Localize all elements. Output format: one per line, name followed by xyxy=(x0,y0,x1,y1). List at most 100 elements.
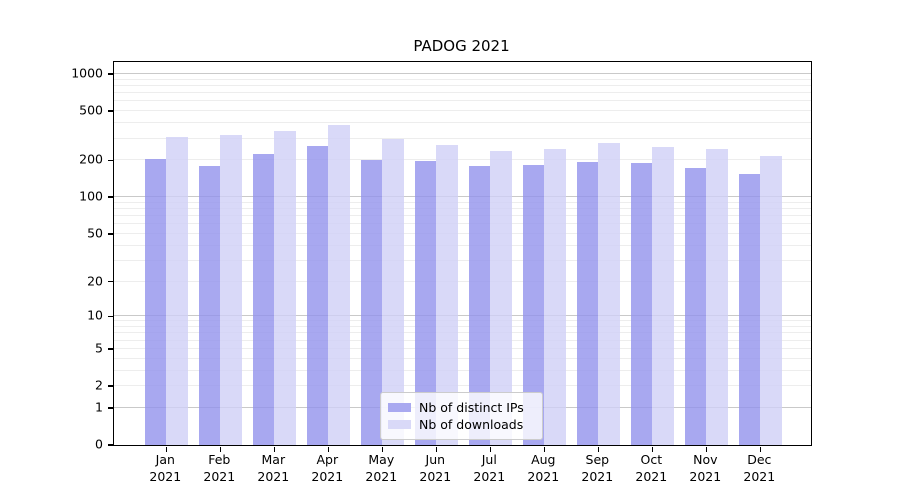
x-tick-mar xyxy=(273,446,276,452)
bar-ips-nov xyxy=(684,168,707,445)
y-axis-label-50: 50 xyxy=(87,225,103,241)
gridlines-layer xyxy=(114,62,811,445)
x-axis-label-aug: Aug 2021 xyxy=(527,452,560,484)
bar-downloads-jun xyxy=(436,145,458,445)
gridline-600 xyxy=(114,100,811,102)
gridline-700 xyxy=(114,92,811,94)
bar-downloads-apr xyxy=(328,124,350,445)
bar-downloads-jul xyxy=(490,150,512,445)
bars-layer xyxy=(114,62,811,445)
y-tick-1 xyxy=(107,407,113,409)
y-tick-500 xyxy=(107,110,113,112)
y-axis-label-1: 1 xyxy=(95,399,103,415)
gridline-400 xyxy=(114,122,811,124)
y-tick-0 xyxy=(107,444,113,446)
x-axis-label-apr: Apr 2021 xyxy=(311,452,344,484)
x-tick-jul xyxy=(489,446,492,452)
y-axis-label-0: 0 xyxy=(95,436,103,452)
x-tick-nov xyxy=(705,446,707,452)
bar-ips-may xyxy=(360,160,383,445)
gridline-90 xyxy=(114,201,811,203)
x-tick-oct xyxy=(651,446,653,452)
x-axis-label-jul: Jul 2021 xyxy=(473,452,506,484)
legend-label-distinct-ips: Nb of distinct IPs xyxy=(419,399,524,415)
gridline-1000 xyxy=(114,73,811,74)
y-tick-2 xyxy=(107,385,113,387)
gridline-8 xyxy=(114,326,811,327)
gridline-100 xyxy=(114,196,811,198)
bar-downloads-mar xyxy=(274,130,296,445)
bar-ips-dec xyxy=(738,173,761,445)
y-axis-label-5: 5 xyxy=(95,340,103,356)
x-axis-label-jan: Jan 2021 xyxy=(149,452,182,484)
bar-downloads-sep xyxy=(598,143,620,445)
x-axis-label-oct: Oct 2021 xyxy=(635,452,668,484)
gridline-20 xyxy=(114,280,811,282)
x-tick-aug xyxy=(543,446,546,452)
gridline-500 xyxy=(114,110,811,112)
bar-downloads-aug xyxy=(544,149,566,445)
gridline-80 xyxy=(114,208,811,209)
bar-ips-feb xyxy=(198,166,221,445)
gridline-300 xyxy=(114,137,811,139)
bar-ips-jan xyxy=(144,159,167,445)
gridline-800 xyxy=(114,85,811,86)
legend: Nb of distinct IPs Nb of downloads xyxy=(380,392,543,440)
gridline-30 xyxy=(114,259,811,261)
x-axis-label-sep: Sep 2021 xyxy=(581,452,614,484)
y-axis-label-20: 20 xyxy=(87,273,103,288)
x-axis-label-jun: Jun 2021 xyxy=(419,452,452,484)
y-tick-10 xyxy=(107,315,113,317)
gridline-70 xyxy=(114,215,811,217)
y-tick-1000 xyxy=(107,73,113,75)
gridline-9 xyxy=(114,320,811,322)
x-tick-feb xyxy=(219,446,221,452)
gridline-200 xyxy=(114,159,811,161)
gridline-2 xyxy=(114,385,811,386)
gridline-7 xyxy=(114,332,811,334)
gridline-3 xyxy=(114,369,811,371)
gridline-50 xyxy=(114,232,811,234)
x-tick-apr xyxy=(327,446,330,452)
bar-downloads-may xyxy=(382,139,404,445)
x-tick-jun xyxy=(435,446,438,452)
gridline-5 xyxy=(114,347,811,349)
y-axis-label-2: 2 xyxy=(95,377,103,393)
bar-downloads-nov xyxy=(706,148,728,445)
y-tick-20 xyxy=(107,280,113,283)
bar-ips-jun xyxy=(414,161,437,445)
bar-ips-sep xyxy=(576,161,599,445)
legend-label-downloads: Nb of downloads xyxy=(419,416,524,432)
x-tick-may xyxy=(381,446,384,452)
bar-downloads-jan xyxy=(166,136,188,445)
y-tick-200 xyxy=(107,159,113,161)
x-axis-label-mar: Mar 2021 xyxy=(257,452,290,484)
y-axis-label-10: 10 xyxy=(87,307,103,323)
y-tick-100 xyxy=(107,196,113,198)
chart-title: PADOG 2021 xyxy=(413,37,510,55)
y-tick-5 xyxy=(107,348,113,350)
y-axis-label-100: 100 xyxy=(79,188,103,204)
legend-swatch-downloads xyxy=(388,419,411,429)
x-axis-label-dec: Dec 2021 xyxy=(743,452,776,484)
x-tick-sep xyxy=(597,446,600,452)
legend-item-distinct-ips: Nb of distinct IPs xyxy=(388,399,534,415)
bar-downloads-feb xyxy=(220,135,242,445)
y-axis-label-500: 500 xyxy=(79,102,103,118)
gridline-40 xyxy=(114,244,811,246)
bar-ips-oct xyxy=(630,163,653,445)
y-axis-label-200: 200 xyxy=(79,151,103,167)
bar-downloads-oct xyxy=(652,146,674,445)
gridline-4 xyxy=(114,357,811,359)
gridline-10 xyxy=(114,315,811,317)
gridline-900 xyxy=(114,78,811,80)
y-tick-50 xyxy=(107,233,113,235)
gridline-6 xyxy=(114,339,811,341)
gridline-60 xyxy=(114,223,811,225)
bar-ips-mar xyxy=(252,154,275,445)
x-axis-label-nov: Nov 2021 xyxy=(689,452,722,484)
x-tick-jan xyxy=(165,446,167,452)
bar-ips-jul xyxy=(468,166,491,445)
bar-downloads-dec xyxy=(760,155,782,445)
